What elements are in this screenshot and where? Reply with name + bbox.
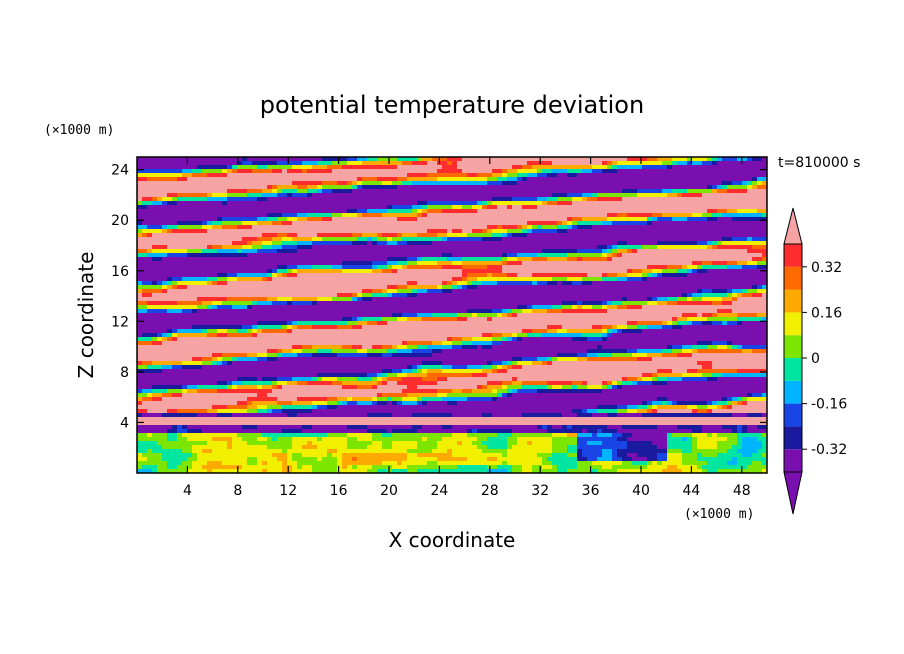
colorbar-band	[784, 312, 802, 336]
x-tick-label: 16	[330, 483, 348, 499]
x-tick-label: 24	[430, 483, 448, 499]
y-unit-label: (×1000 m)	[44, 123, 114, 138]
x-tick-label: 4	[183, 483, 192, 499]
colorbar-band	[784, 449, 802, 472]
colorbar-label: -0.16	[811, 397, 847, 413]
colorbar-label: -0.32	[811, 442, 847, 458]
heatmap-field	[137, 157, 767, 473]
y-tick-label: 4	[120, 415, 129, 431]
plot-frame	[136, 156, 768, 474]
y-tick-label: 24	[111, 163, 129, 179]
colorbar-band	[784, 335, 802, 358]
y-tick-label: 16	[111, 264, 129, 280]
y-tick-label: 8	[120, 365, 129, 381]
colorbar-band	[784, 380, 802, 404]
x-unit-label: (×1000 m)	[684, 507, 754, 522]
colorbar-band	[784, 244, 802, 267]
y-tick-label: 20	[111, 213, 129, 229]
colorbar-band	[784, 358, 802, 381]
colorbar-over-arrow	[783, 207, 803, 245]
y-axis-ticks: 4 8 12 16 20 24	[111, 163, 767, 431]
x-tick-label: 40	[632, 483, 650, 499]
colorbar-label: 0.16	[811, 305, 842, 321]
x-tick-label: 12	[279, 483, 297, 499]
y-axis-label: Z coordinate	[74, 252, 98, 379]
colorbar-band	[784, 266, 802, 290]
colorbar-label: 0	[811, 351, 820, 367]
x-tick-label: 32	[531, 483, 549, 499]
time-label: t=810000 s	[778, 155, 860, 171]
x-tick-label: 44	[682, 483, 700, 499]
x-tick-label: 48	[733, 483, 751, 499]
colorbar: 0.32 0.16 0 -0.16 -0.32	[783, 207, 847, 515]
x-axis-label: X coordinate	[389, 528, 516, 552]
colorbar-band	[784, 289, 802, 313]
x-tick-label: 8	[233, 483, 242, 499]
x-tick-label: 36	[582, 483, 600, 499]
colorbar-label: 0.32	[811, 260, 842, 276]
colorbar-under-arrow	[783, 471, 803, 515]
x-tick-label: 20	[380, 483, 398, 499]
colorbar-band	[784, 426, 802, 450]
chart-title: potential temperature deviation	[260, 91, 644, 119]
colorbar-band	[784, 403, 802, 427]
x-tick-label: 28	[481, 483, 499, 499]
y-tick-label: 12	[111, 314, 129, 330]
x-axis-ticks: 4 8 12 16 20 24 28 32 36 40 44 48	[183, 157, 751, 499]
